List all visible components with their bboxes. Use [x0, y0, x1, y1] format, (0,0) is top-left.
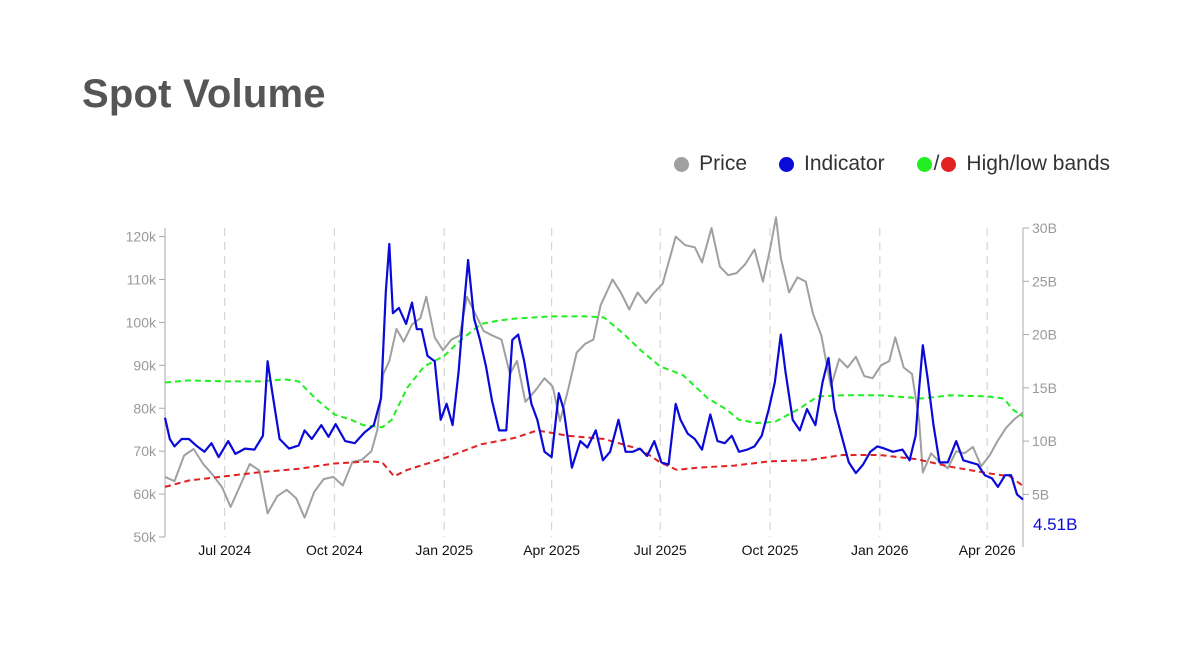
- indicator-dot-icon: [779, 156, 795, 172]
- y-right-tick-label: 10B: [1032, 433, 1057, 449]
- page-title: Spot Volume: [82, 72, 326, 116]
- indicator-line: [163, 242, 1024, 501]
- y-right-tick-label: 30B: [1032, 220, 1057, 236]
- y-right-tick-label: 15B: [1032, 380, 1057, 396]
- legend-label-price: Price: [699, 152, 748, 175]
- x-tick-label: Apr 2025: [523, 542, 580, 558]
- y-right-tick-label: 25B: [1032, 273, 1057, 289]
- legend-label-indicator: Indicator: [804, 152, 885, 175]
- y-left-tick-label: 60k: [133, 486, 157, 502]
- legend-bands-separator: /: [933, 152, 940, 175]
- last-value-label: 4.51B: [1033, 515, 1077, 534]
- x-tick-label: Apr 2026: [959, 542, 1016, 558]
- y-left-tick-label: 50k: [133, 529, 157, 545]
- y-right-tick-label: 5B: [1032, 486, 1049, 502]
- high-band-line: [164, 315, 1024, 429]
- y-left-tick-label: 70k: [133, 443, 157, 459]
- x-tick-label: Jul 2025: [634, 542, 687, 558]
- legend-label-bands: High/low bands: [966, 152, 1110, 175]
- price-dot-icon: [674, 156, 690, 172]
- legend-item-indicator[interactable]: Indicator: [779, 152, 885, 176]
- y-left-tick-label: 80k: [133, 400, 157, 416]
- x-tick-label: Oct 2024: [306, 542, 363, 558]
- low-band-dot-icon: [941, 156, 957, 172]
- high-band-dot-icon: [916, 156, 932, 172]
- y-right-tick-label: 20B: [1032, 327, 1057, 343]
- y-left-tick-label: 90k: [133, 357, 157, 373]
- legend: Price Indicator / High/low bands: [674, 152, 1110, 176]
- legend-item-price[interactable]: Price: [674, 152, 747, 176]
- price-line: [164, 216, 1024, 519]
- x-tick-label: Jul 2024: [198, 542, 251, 558]
- x-tick-label: Oct 2025: [742, 542, 799, 558]
- y-left-tick-label: 120k: [126, 229, 157, 245]
- legend-item-bands[interactable]: / High/low bands: [916, 152, 1110, 176]
- x-tick-label: Jan 2025: [415, 542, 473, 558]
- y-left-tick-label: 100k: [126, 314, 157, 330]
- low-band-line: [164, 429, 1024, 488]
- y-left-tick-label: 110k: [127, 272, 157, 288]
- x-tick-label: Jan 2026: [851, 542, 909, 558]
